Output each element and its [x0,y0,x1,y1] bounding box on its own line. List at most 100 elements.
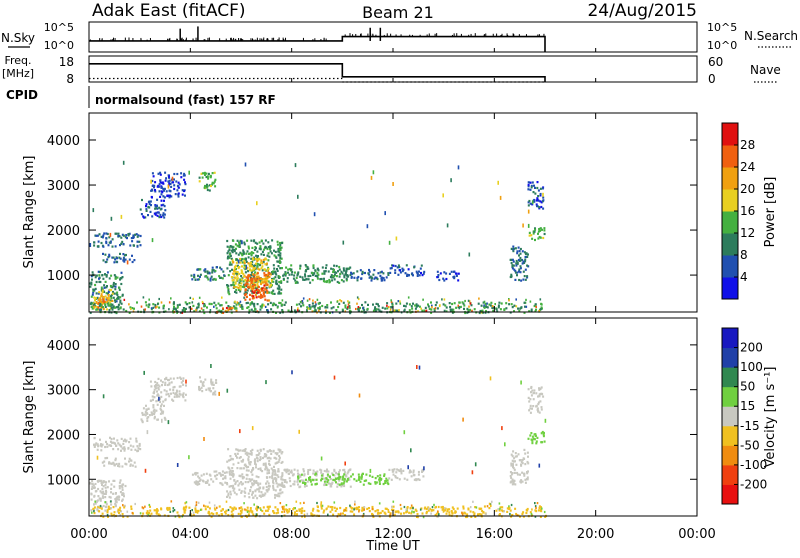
power-cell [96,296,99,299]
velocity-cell [315,474,318,477]
power-cell [213,301,216,304]
power-cell [275,282,278,285]
velocity-cell [212,383,215,386]
velocity-cell [392,473,395,476]
velocity-cell [354,507,356,510]
velocity-cell [298,429,300,434]
power-cell [499,195,502,200]
power-cell [145,205,147,208]
velocity-cell [530,394,533,397]
power-cell [241,265,243,268]
power-cell [423,309,426,312]
velocity-cell [451,511,454,514]
velocity-cell [223,471,226,474]
power-colorbar-label: Power [dB] [763,177,778,248]
power-cell [317,269,320,272]
velocity-cell [244,487,247,490]
velocity-cell [233,491,236,494]
power-cell [228,307,231,311]
velocity-cell [113,463,116,466]
power-cell [159,173,162,176]
power-cell [104,273,106,276]
velocity-cell [392,505,395,508]
power-colorbar-swatch [722,277,738,300]
power-cell [227,287,230,290]
velocity-cell [213,507,216,510]
power-cell [131,254,133,257]
power-cell [524,305,526,308]
velocity-cell [96,506,99,509]
power-cell [266,277,269,280]
power-cell [188,306,191,309]
power-cell [232,239,235,242]
velocity-cell [391,508,393,511]
velocity-cell [146,419,149,422]
velocity-cell [514,483,517,486]
power-cell [268,272,271,275]
velocity-cell [168,506,171,510]
power-cell [206,276,209,279]
power-cell [538,309,541,313]
velocity-cell [101,461,104,464]
power-cell [396,266,399,269]
power-cell [321,266,324,269]
velocity-cell [103,464,106,467]
velocity-cell [238,488,241,491]
power-cell [234,290,236,293]
power-cell [376,278,379,281]
velocity-cell [191,509,193,512]
power-cell [479,309,482,313]
velocity-cell [527,470,529,473]
power-cell [147,305,150,309]
velocity-cell [249,507,252,510]
velocity-cell [245,509,248,512]
power-cell [357,308,360,311]
velocity-cell [358,475,361,479]
velocity-cell [207,511,210,514]
velocity-cell [520,479,523,482]
velocity-cell [101,483,103,486]
velocity-cell [242,476,245,479]
velocity-cell [277,475,280,479]
power-cell [98,277,100,280]
power-cell [338,311,341,314]
power-cell [515,298,517,301]
power-cell [373,277,376,280]
power-cell [314,274,317,277]
velocity-cell [230,473,233,477]
power-cell [262,289,265,292]
power-y-tick-label: 1000 [47,269,80,284]
power-cell [296,281,299,284]
power-cell [95,292,98,295]
velocity-cell [152,412,155,415]
power-cell [148,298,150,301]
power-cell [520,259,523,262]
velocity-cell [234,481,237,484]
velocity-cell [261,470,264,473]
power-cell [242,252,245,255]
velocity-cell [208,389,211,392]
power-cell [216,266,218,269]
velocity-cell [172,391,175,395]
velocity-cell [413,511,415,514]
velocity-cell [118,443,121,446]
power-cell [256,278,259,281]
velocity-cell [477,513,479,516]
velocity-cell [246,506,249,509]
velocity-cell [325,470,328,473]
velocity-colorbar-swatch [722,484,738,505]
power-cell [109,232,112,237]
velocity-cell [209,390,212,393]
velocity-cell [270,452,273,455]
velocity-cell [225,500,228,503]
velocity-cell [97,495,100,498]
velocity-cell [383,474,386,477]
power-cell [214,304,217,307]
velocity-cell [544,418,547,423]
power-cell [304,275,307,278]
power-cell [267,268,270,271]
velocity-cell [197,475,200,478]
velocity-cell [406,478,409,481]
power-cell [196,278,199,281]
power-cell [106,258,109,261]
